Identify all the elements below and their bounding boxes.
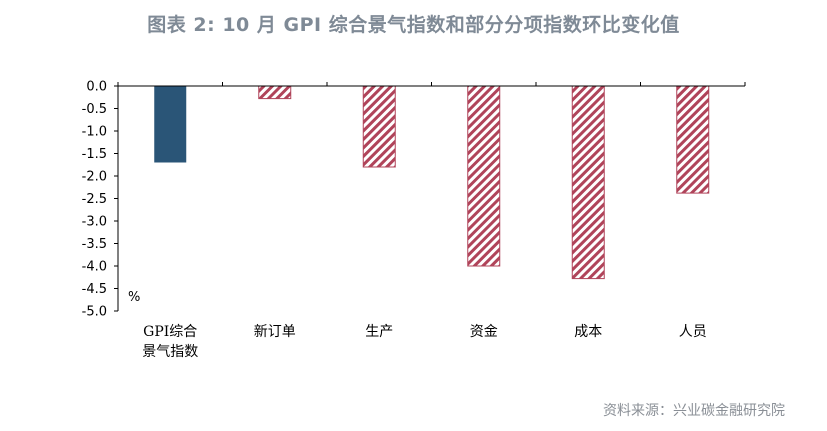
y-tick-label-7: -3.5 <box>82 237 107 252</box>
category-label-3: 资金 <box>470 324 498 340</box>
bar-5 <box>676 85 710 194</box>
category-label-4: 成本 <box>574 324 602 340</box>
y-tick-label-4: -2.0 <box>82 170 107 185</box>
y-tick-label-3: -1.5 <box>82 147 107 162</box>
axis-layer <box>114 82 746 312</box>
y-tick-label-9: -4.5 <box>82 282 107 297</box>
y-tick-label-1: -0.5 <box>82 102 107 117</box>
category-label-0-line-1: 景气指数 <box>142 344 198 360</box>
unit-label: % <box>128 290 140 305</box>
y-tick-label-0: 0.0 <box>86 80 107 95</box>
bar-3 <box>467 85 501 267</box>
bars-layer <box>154 85 710 280</box>
category-label-1: 新订单 <box>254 324 296 340</box>
bar-1 <box>258 85 292 100</box>
bar-0 <box>154 86 187 163</box>
y-tick-label-5: -2.5 <box>82 192 107 207</box>
category-label-5: 人员 <box>679 324 707 340</box>
y-tick-label-6: -3.0 <box>82 215 107 230</box>
y-tick-label-8: -4.0 <box>82 260 107 275</box>
chart-title: 图表 2: 10 月 GPI 综合景气指数和部分分项指数环比变化值 <box>147 14 680 36</box>
y-tick-label-10: -5.0 <box>82 305 107 320</box>
y-tick-label-2: -1.0 <box>82 125 107 140</box>
bar-4 <box>571 85 605 280</box>
source-note: 资料来源：兴业碳金融研究院 <box>603 403 785 419</box>
labels-layer: 0.0 -0.5 -1.0 -1.5 -2.0 -2.5 -3.0 -3.5 -4.0 -4.5 -… <box>82 80 707 361</box>
bar-2 <box>362 85 396 168</box>
category-label-0-line-0: GPI综合 <box>143 324 197 340</box>
category-label-2: 生产 <box>365 324 393 340</box>
